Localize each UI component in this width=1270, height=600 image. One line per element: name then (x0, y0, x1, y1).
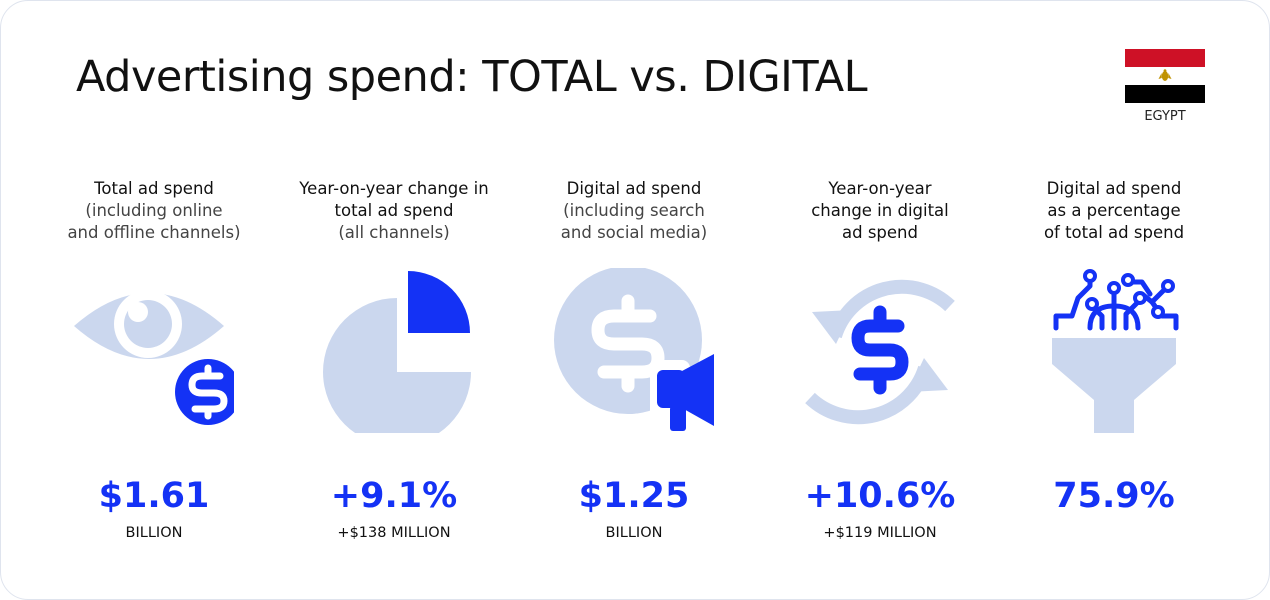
stat-column-total-ad-spend: Total ad spend (including online and off… (34, 178, 274, 541)
column-label-line: Digital ad spend (1046, 179, 1182, 198)
column-sublabel-line: (including online (85, 201, 223, 220)
pie-chart-icon (323, 271, 471, 433)
column-label-line: total ad spend (334, 201, 454, 220)
stat-column-yoy-digital: Year-on-year change in digital ad spend … (760, 178, 1000, 541)
column-label-line: change in digital (811, 201, 949, 220)
stat-unit: +$138 MILLION (337, 525, 451, 541)
column-sublabel-line: (all channels) (338, 223, 450, 242)
column-label-line: Year-on-year (828, 179, 932, 198)
stat-value: $1.61 (98, 476, 210, 516)
column-label-line: Year-on-year change in (299, 179, 489, 198)
column-label-line: of total ad spend (1043, 223, 1185, 242)
column-label-line: ad spend (842, 223, 918, 242)
stat-value: 75.9% (1053, 476, 1175, 516)
column-sublabel-line: and offline channels) (67, 223, 241, 242)
page-title: Advertising spend: TOTAL vs. DIGITAL (76, 52, 868, 102)
column-label-line: Digital ad spend (566, 179, 702, 198)
funnel-circuit-icon (1052, 269, 1179, 433)
stat-value: +9.1% (330, 476, 458, 516)
column-label-line: Total ad spend (94, 179, 214, 198)
stat-unit: BILLION (605, 525, 663, 541)
dollar-megaphone-icon (554, 268, 714, 431)
stat-column-digital-ad-spend: Digital ad spend (including search and s… (514, 178, 754, 541)
stat-column-yoy-total: Year-on-year change in total ad spend (a… (274, 178, 514, 541)
stat-value: $1.25 (578, 476, 690, 516)
column-label-line: as a percentage (1047, 201, 1181, 220)
country-label: EGYPT (1144, 109, 1186, 124)
column-sublabel-line: and social media) (560, 223, 708, 242)
stat-column-digital-share: Digital ad spend as a percentage of tota… (994, 178, 1234, 516)
stat-unit: +$119 MILLION (823, 525, 937, 541)
stat-unit: BILLION (125, 525, 183, 541)
egypt-flag-icon (1125, 49, 1205, 103)
eye-dollar-icon (74, 290, 234, 432)
dollar-cycle-icon (805, 279, 955, 425)
stat-value: +10.6% (804, 476, 956, 516)
column-sublabel-line: (including search (563, 201, 705, 220)
